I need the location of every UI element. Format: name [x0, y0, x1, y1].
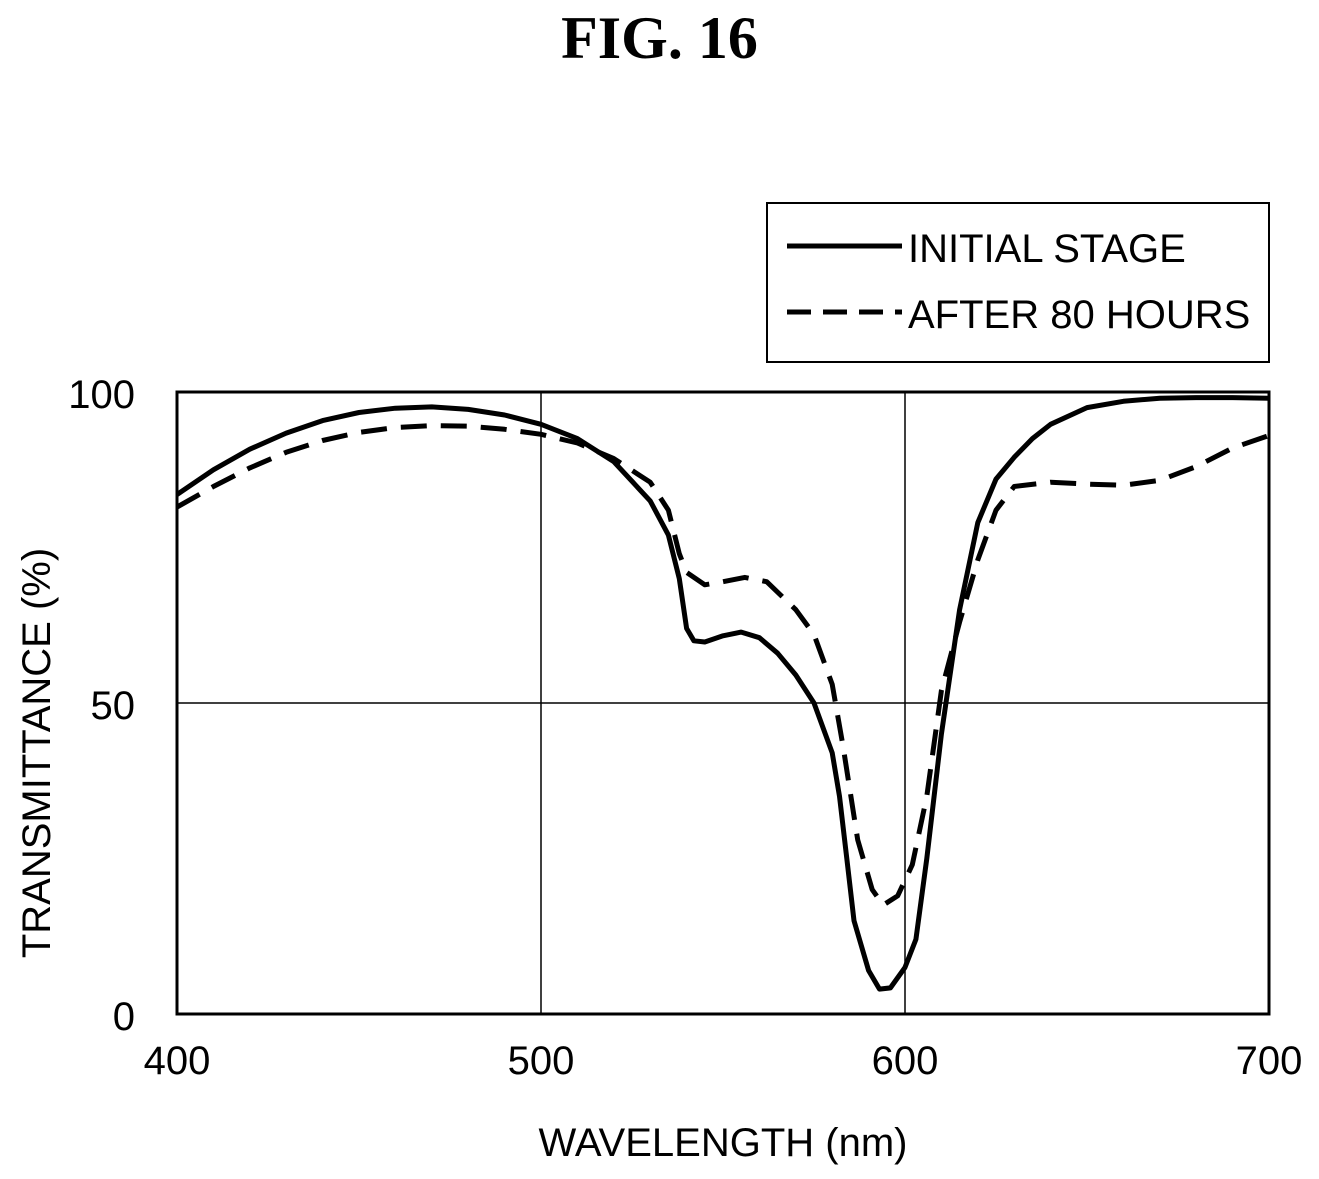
legend: INITIAL STAGE AFTER 80 HOURS	[766, 202, 1270, 363]
x-tick-label-700: 700	[1236, 1039, 1303, 1083]
y-tick-label-100: 100	[68, 373, 135, 417]
x-tick-label-600: 600	[872, 1039, 939, 1083]
y-axis-title: TRANSMITTANCE (%)	[15, 548, 59, 958]
figure-title: FIG. 16	[561, 5, 758, 71]
y-tick-label-50: 50	[91, 684, 136, 728]
x-axis-title: WAVELENGTH (nm)	[539, 1121, 908, 1165]
tick-labels: 400 500 600 700 0 50 100	[68, 373, 1302, 1083]
legend-label-initial-stage: INITIAL STAGE	[908, 227, 1186, 271]
data-series	[175, 395, 1270, 992]
y-tick-label-0: 0	[113, 995, 135, 1039]
x-tick-label-500: 500	[508, 1039, 575, 1083]
x-tick-label-400: 400	[144, 1039, 211, 1083]
grid-lines	[177, 392, 1269, 1014]
legend-label-after-80-hours: AFTER 80 HOURS	[908, 293, 1250, 337]
legend-box	[766, 202, 1270, 363]
series-line-initial-stage	[175, 395, 1270, 992]
plot-frame	[175, 390, 1271, 1016]
series-line-after-80-hours	[175, 423, 1270, 908]
